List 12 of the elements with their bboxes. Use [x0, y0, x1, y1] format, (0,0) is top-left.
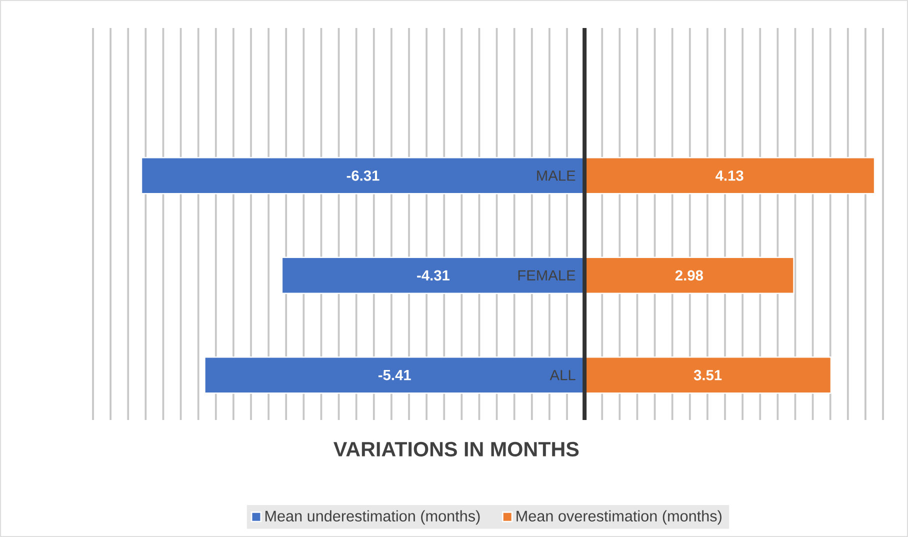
x-axis-title: VARIATIONS IN MONTHS — [334, 442, 579, 457]
y-tick-label: ALL — [550, 370, 576, 380]
data-label: 2.98 — [675, 270, 704, 281]
data-label: -5.41 — [378, 370, 411, 380]
legend-label: Mean overestimation (months) — [516, 510, 722, 525]
y-tick-label: MALE — [537, 170, 576, 181]
legend-label: Mean underestimation (months) — [265, 510, 480, 525]
data-label: 3.51 — [694, 370, 722, 380]
data-label: -6.31 — [346, 170, 380, 181]
data-label: 4.13 — [716, 170, 744, 181]
data-label: -4.31 — [417, 270, 450, 281]
y-tick-label: FEMALE — [518, 270, 576, 280]
